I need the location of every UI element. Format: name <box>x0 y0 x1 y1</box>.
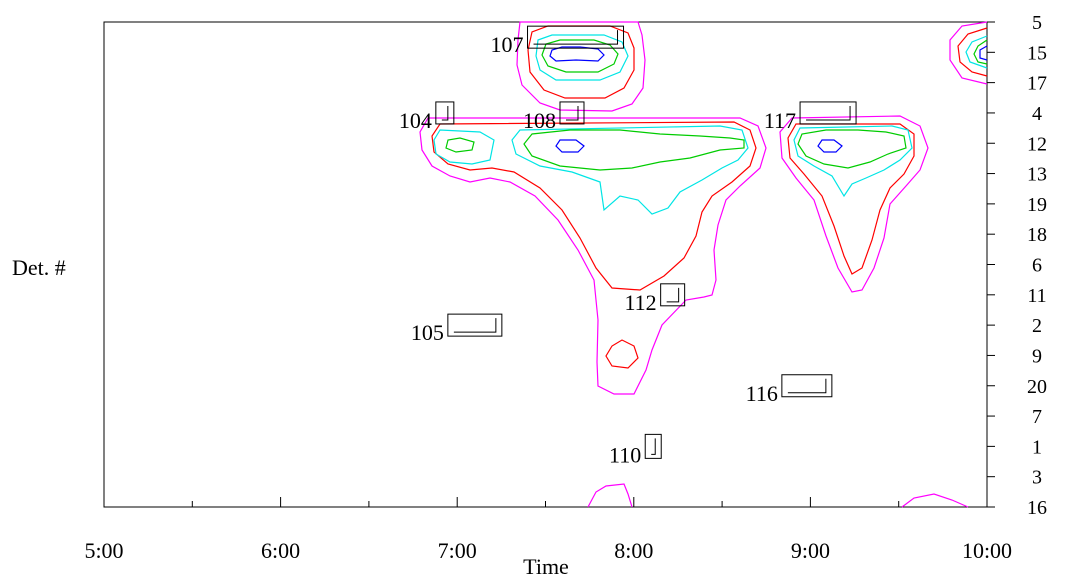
contour-117-red <box>787 123 915 275</box>
event-box <box>435 101 455 125</box>
event-label: 104 <box>399 108 432 133</box>
contour-main-magenta <box>419 117 767 395</box>
contour-corner-red <box>957 27 988 77</box>
contour-main-red <box>431 121 757 291</box>
contour-main-cyan <box>433 125 749 215</box>
event-box-inner <box>787 378 827 394</box>
event-label: 108 <box>523 108 556 133</box>
contour-117-green <box>797 129 907 169</box>
y-tick-label: 18 <box>1027 224 1047 246</box>
y-tick-label: 6 <box>1032 255 1042 277</box>
y-tick-label: 16 <box>1027 497 1047 519</box>
event-label: 116 <box>746 381 778 406</box>
event-label: 110 <box>609 442 641 467</box>
x-tick-label: 7:00 <box>438 538 477 563</box>
y-tick-label: 5 <box>1032 12 1042 34</box>
y-tick-label: 7 <box>1032 406 1042 428</box>
event-box <box>781 374 833 398</box>
y-tick-label: 19 <box>1027 194 1047 216</box>
y-tick-label: 11 <box>1027 285 1046 307</box>
contour-117-magenta <box>779 115 929 293</box>
event-markers: 107 104 108 117 112 105 116 110 <box>399 25 857 467</box>
y-tick-label: 13 <box>1027 164 1047 186</box>
contour-117-blue <box>817 139 843 153</box>
contour-main-blue <box>555 139 585 153</box>
y-tick-label: 15 <box>1027 42 1047 64</box>
contour-main-small-red <box>605 339 639 369</box>
event-box-inner <box>453 318 497 333</box>
y-tick-label: 2 <box>1032 315 1042 337</box>
event-label: 105 <box>411 320 444 345</box>
y-tick-label: 3 <box>1032 467 1042 489</box>
contour-107-cyan <box>535 34 629 81</box>
x-tick-label: 6:00 <box>261 538 300 563</box>
contour-bottom-magenta-2 <box>901 493 969 508</box>
y-tick-label: 12 <box>1027 133 1047 155</box>
contour-regions <box>419 21 988 508</box>
contour-corner-green <box>973 39 988 65</box>
event-box <box>559 101 585 125</box>
contour-corner-magenta <box>949 21 988 85</box>
y-tick-label: 1 <box>1032 436 1042 458</box>
y-tick-label: 20 <box>1027 376 1047 398</box>
x-tick-label: 5:00 <box>84 538 123 563</box>
x-tick-label: 9:00 <box>791 538 830 563</box>
event-box <box>527 25 625 49</box>
contour-corner-blue <box>979 45 988 61</box>
event-label: 117 <box>764 108 796 133</box>
event-box <box>660 283 686 307</box>
event-box <box>799 101 857 125</box>
event-box-inner <box>806 105 851 121</box>
x-tick-label: 8:00 <box>614 538 653 563</box>
contour-main-green <box>445 129 745 171</box>
event-box-inner <box>565 105 579 121</box>
contour-bottom-magenta-1 <box>587 483 633 508</box>
contour-117-cyan <box>793 125 913 198</box>
event-label: 112 <box>624 290 656 315</box>
x-axis-title: Time <box>523 554 569 577</box>
y-tick-label: 9 <box>1032 345 1042 367</box>
event-box <box>644 433 662 459</box>
event-box-inner <box>666 287 680 303</box>
contour-107-green <box>541 39 619 73</box>
contour-corner-cyan <box>965 35 988 69</box>
event-box-inner <box>441 105 449 121</box>
event-box-inner <box>651 438 656 455</box>
x-tick-label: 10:00 <box>962 538 1012 563</box>
y-tick-label: 17 <box>1027 73 1047 95</box>
y-axis-title: Det. # <box>12 255 66 280</box>
contour-107-red <box>527 25 635 99</box>
y-tick-label: 4 <box>1032 103 1042 125</box>
event-box-inner <box>533 30 619 45</box>
event-box <box>447 313 503 337</box>
event-label: 107 <box>491 32 524 57</box>
contour-107-magenta <box>516 21 646 112</box>
plot-frame <box>103 21 988 508</box>
x-axis: 5:00 6:00 7:00 8:00 9:00 10:00 <box>84 497 1012 563</box>
contour-107-blue <box>549 46 605 62</box>
